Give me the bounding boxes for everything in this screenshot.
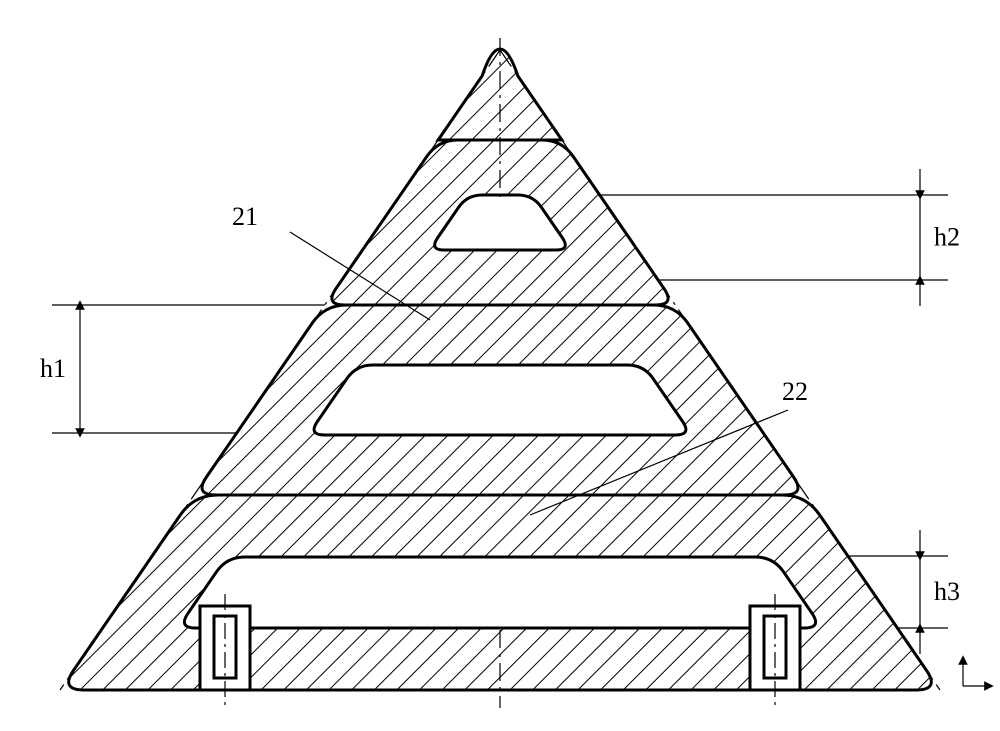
ring-base <box>69 495 932 690</box>
dim-h2-label: h2 <box>934 223 960 252</box>
ring-middle <box>202 305 798 495</box>
ring-upper <box>332 140 668 305</box>
callout-c22-label: 22 <box>782 377 808 406</box>
dim-h3-label: h3 <box>934 577 960 606</box>
dim-h1-label: h1 <box>40 354 66 383</box>
callout-c21-label: 21 <box>232 202 258 231</box>
